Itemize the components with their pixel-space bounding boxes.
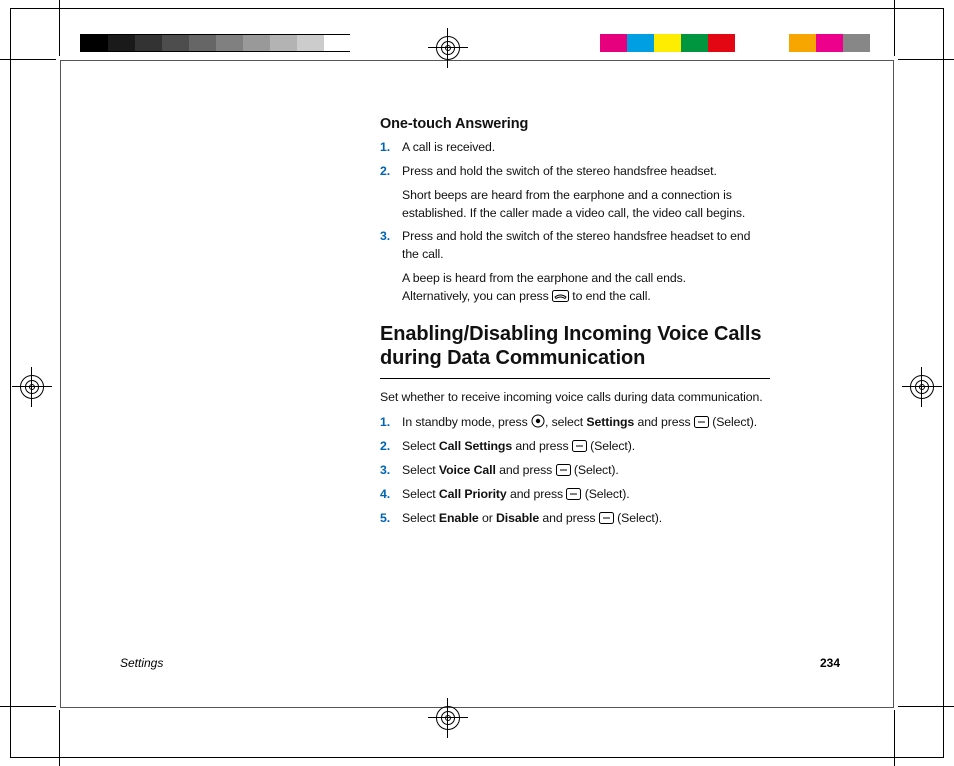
step-subtext: Short beeps are heard from the earphone … (402, 187, 770, 223)
end-call-icon (552, 290, 569, 302)
swatch (189, 35, 216, 51)
swatch (843, 34, 870, 52)
page-footer: Settings 234 (120, 656, 840, 670)
crop-mark (59, 0, 60, 56)
swatch (162, 35, 189, 51)
swatch (81, 35, 108, 51)
list-item: 2.Press and hold the switch of the stere… (380, 163, 770, 222)
swatch (789, 34, 816, 52)
swatch (216, 35, 243, 51)
crop-mark (59, 710, 60, 766)
step-text: Press and hold the switch of the stereo … (402, 229, 750, 261)
crop-mark (0, 59, 56, 60)
step-text: Press and hold the switch of the stereo … (402, 164, 717, 178)
swatch (762, 34, 789, 52)
swatch (270, 35, 297, 51)
softkey-icon (694, 416, 709, 428)
step-subtext: A beep is heard from the earphone and th… (402, 270, 770, 306)
softkey-icon (599, 512, 614, 524)
center-key-icon (531, 414, 545, 428)
list-item: 3.Press and hold the switch of the stere… (380, 228, 770, 305)
section-rule (380, 378, 770, 379)
section-intro: Set whether to receive incoming voice ca… (380, 389, 770, 407)
list-item: 4.Select Call Priority and press (Select… (380, 486, 770, 504)
swatch (735, 34, 762, 52)
softkey-icon (572, 440, 587, 452)
section-title: Enabling/Disabling Incoming Voice Calls … (380, 322, 770, 370)
color-bar (600, 34, 870, 52)
step-number: 3. (380, 228, 402, 305)
list-item: 1.A call is received. (380, 139, 770, 157)
list-item: 1.In standby mode, press , select Settin… (380, 414, 770, 432)
step-number: 2. (380, 163, 402, 222)
registration-target-icon (428, 28, 468, 68)
step-number: 2. (380, 438, 402, 456)
one-touch-heading: One-touch Answering (380, 114, 770, 135)
list-item: 2.Select Call Settings and press (Select… (380, 438, 770, 456)
crop-mark (0, 706, 56, 707)
step-number: 4. (380, 486, 402, 504)
swatch (324, 35, 351, 51)
footer-section: Settings (120, 656, 163, 670)
swatch (600, 34, 627, 52)
crop-mark (894, 0, 895, 56)
footer-page-number: 234 (820, 656, 840, 670)
swatch (654, 34, 681, 52)
swatch (243, 35, 270, 51)
swatch (681, 34, 708, 52)
step-text: Select Call Settings and press (Select). (402, 438, 770, 456)
registration-target-icon (12, 367, 52, 407)
enable-steps: 1.In standby mode, press , select Settin… (380, 414, 770, 527)
step-number: 5. (380, 510, 402, 528)
swatch (627, 34, 654, 52)
crop-mark (898, 706, 954, 707)
swatch (108, 35, 135, 51)
softkey-icon (556, 464, 571, 476)
swatch (135, 35, 162, 51)
registration-target-icon (902, 367, 942, 407)
list-item: 5.Select Enable or Disable and press (Se… (380, 510, 770, 528)
step-text: Select Voice Call and press (Select). (402, 462, 770, 480)
registration-target-icon (428, 698, 468, 738)
swatch (708, 34, 735, 52)
list-item: 3.Select Voice Call and press (Select). (380, 462, 770, 480)
one-touch-steps: 1.A call is received.2.Press and hold th… (380, 139, 770, 306)
crop-mark (894, 710, 895, 766)
swatch (816, 34, 843, 52)
step-text: Select Enable or Disable and press (Sele… (402, 510, 770, 528)
step-text: A call is received. (402, 140, 495, 154)
crop-mark (898, 59, 954, 60)
step-number: 1. (380, 414, 402, 432)
swatch (297, 35, 324, 51)
step-text: In standby mode, press , select Settings… (402, 414, 770, 432)
softkey-icon (566, 488, 581, 500)
step-number: 1. (380, 139, 402, 157)
step-number: 3. (380, 462, 402, 480)
step-text: Select Call Priority and press (Select). (402, 486, 770, 504)
grayscale-bar (80, 34, 350, 52)
page-content: One-touch Answering 1.A call is received… (380, 114, 770, 544)
